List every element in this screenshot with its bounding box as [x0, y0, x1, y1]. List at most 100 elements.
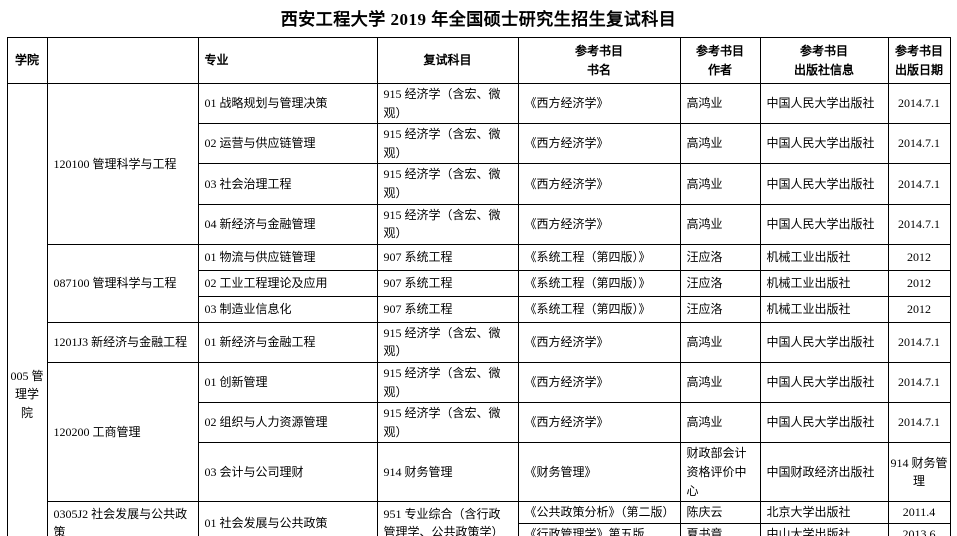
author-cell: 陈庆云 — [679, 501, 761, 524]
date-cell: 2012 — [887, 269, 951, 297]
date-cell: 2014.7.1 — [887, 321, 951, 363]
publisher-cell: 中国人民大学出版社 — [759, 361, 889, 404]
book-cell: 《系统工程（第四版）》 — [517, 243, 681, 271]
table-row: 02 运营与供应链管理 915 经济学（含宏、微观） 《西方经济学》 高鸿业 中国人民大… — [7, 123, 951, 165]
header-major: 专业 — [197, 37, 378, 84]
date-cell: 2014.7.1 — [887, 82, 951, 125]
exam-cell: 915 经济学（含宏、微观） — [376, 163, 519, 205]
author-cell: 夏书章 — [679, 522, 761, 536]
major-cell: 01 社会发展与公共政策 — [197, 501, 378, 536]
major-cell: 01 物流与供应链管理 — [197, 243, 378, 271]
book-cell: 《西方经济学》 — [517, 82, 681, 125]
date-cell: 2011.4 — [887, 501, 951, 524]
table-header: 学院 专业 复试科目 参考书目 书名 参考书目 作者 参考书目 出版社信息 参考书目 出版日期 — [6, 37, 951, 84]
group-cell: 0305J2 社会发展与公共政策 — [46, 501, 199, 536]
subjects-table: 学院 专业 复试科目 参考书目 书名 参考书目 作者 参考书目 出版社信息 参考书目 出版日期 00… — [6, 37, 951, 536]
date-cell: 2014.7.1 — [887, 163, 951, 205]
publisher-cell: 中国人民大学出版社 — [759, 163, 889, 205]
major-cell: 02 运营与供应链管理 — [197, 123, 378, 165]
book-cell: 《财务管理》 — [517, 442, 681, 503]
author-cell: 汪应洛 — [679, 243, 761, 271]
table-row: 03 制造业信息化 907 系统工程 《系统工程（第四版）》 汪应洛 机械工业出版社 20… — [7, 295, 951, 323]
date-cell: 2012 — [887, 243, 951, 271]
table-row: 03 社会治理工程 915 经济学（含宏、微观） 《西方经济学》 高鸿业 中国人民大学出… — [7, 163, 951, 205]
date-cell: 2014.7.1 — [887, 203, 951, 245]
author-cell: 汪应洛 — [679, 295, 761, 323]
major-cell: 03 会计与公司理财 — [197, 442, 378, 503]
header-group — [46, 37, 199, 84]
college-cell: 005 管理学院 — [6, 82, 48, 536]
book-cell: 《西方经济学》 — [517, 361, 681, 404]
author-cell: 高鸿业 — [679, 123, 761, 165]
book-cell: 《行政管理学》第五版 — [517, 522, 681, 536]
major-cell: 02 组织与人力资源管理 — [197, 402, 378, 444]
exam-cell: 951 专业综合（含行政管理学、公共政策学） — [376, 501, 519, 536]
publisher-cell: 中国人民大学出版社 — [759, 123, 889, 165]
author-cell: 高鸿业 — [679, 203, 761, 245]
publisher-cell: 机械工业出版社 — [759, 269, 889, 297]
group-cell: 120200 工商管理 — [46, 361, 199, 503]
header-publisher: 参考书目 出版社信息 — [759, 37, 889, 84]
table-body: 005 管理学院 120100 管理科学与工程 01 战略规划与管理决策 915 经济… — [6, 82, 951, 536]
publisher-cell: 机械工业出版社 — [759, 295, 889, 323]
publisher-cell: 中国人民大学出版社 — [759, 321, 889, 363]
table-row: 《行政管理学》第五版 夏书章 中山大学出版社 2013.6 — [7, 522, 951, 536]
date-cell: 2012 — [887, 295, 951, 323]
header-college: 学院 — [6, 37, 48, 84]
header-row: 学院 专业 复试科目 参考书目 书名 参考书目 作者 参考书目 出版社信息 参考书目 出版日期 — [6, 37, 951, 84]
author-cell: 财政部会计资格评价中心 — [679, 442, 761, 503]
major-cell: 04 新经济与金融管理 — [197, 203, 378, 245]
publisher-cell: 北京大学出版社 — [759, 501, 889, 524]
exam-cell: 915 经济学（含宏、微观） — [376, 402, 519, 444]
major-cell: 02 工业工程理论及应用 — [197, 269, 378, 297]
author-cell: 高鸿业 — [679, 402, 761, 444]
table-row: 005 管理学院 120100 管理科学与工程 01 战略规划与管理决策 915 经济… — [6, 82, 951, 536]
table-row: 03 会计与公司理财 914 财务管理 《财务管理》 财政部会计资格评价中心 中国财政经… — [7, 442, 951, 503]
publisher-cell: 机械工业出版社 — [759, 243, 889, 271]
exam-cell: 915 经济学（含宏、微观） — [376, 123, 519, 165]
exam-cell: 907 系统工程 — [376, 269, 519, 297]
header-author: 参考书目 作者 — [679, 37, 761, 84]
group-cell: 087100 管理科学与工程 — [46, 243, 199, 323]
date-cell: 2014.7.1 — [887, 361, 951, 404]
publisher-cell: 中国人民大学出版社 — [759, 203, 889, 245]
book-cell: 《西方经济学》 — [517, 123, 681, 165]
header-exam: 复试科目 — [376, 37, 519, 84]
major-cell: 01 战略规划与管理决策 — [197, 82, 378, 125]
major-cell: 03 社会治理工程 — [197, 163, 378, 205]
book-cell: 《系统工程（第四版）》 — [517, 269, 681, 297]
author-cell: 高鸿业 — [679, 321, 761, 363]
major-cell: 01 新经济与金融工程 — [197, 321, 378, 363]
date-cell: 2013.6 — [887, 522, 951, 536]
author-cell: 高鸿业 — [679, 82, 761, 125]
exam-cell: 915 经济学（含宏、微观） — [376, 361, 519, 404]
major-cell: 03 制造业信息化 — [197, 295, 378, 323]
author-cell: 高鸿业 — [679, 163, 761, 205]
table-row: 1201J3 新经济与金融工程 01 新经济与金融工程 915 经济学（含宏、微观）… — [7, 321, 951, 363]
exam-cell: 915 经济学（含宏、微观） — [376, 82, 519, 125]
book-cell: 《西方经济学》 — [517, 402, 681, 444]
table-row: 120200 工商管理 01 创新管理 915 经济学（含宏、微观） 《西方经济学》高… — [7, 361, 951, 503]
table-row: 02 组织与人力资源管理 915 经济学（含宏、微观） 《西方经济学》 高鸿业 中国人民… — [7, 402, 951, 444]
book-cell: 《西方经济学》 — [517, 163, 681, 205]
publisher-cell: 中国人民大学出版社 — [759, 82, 889, 125]
book-cell: 《公共政策分析》（第二版） — [517, 501, 681, 524]
book-cell: 《西方经济学》 — [517, 203, 681, 245]
publisher-cell: 中国人民大学出版社 — [759, 402, 889, 444]
book-cell: 《系统工程（第四版）》 — [517, 295, 681, 323]
date-cell: 2014.7.1 — [887, 402, 951, 444]
exam-cell: 915 经济学（含宏、微观） — [376, 321, 519, 363]
exam-cell: 907 系统工程 — [376, 243, 519, 271]
date-cell: 914 财务管理 — [887, 442, 951, 503]
table-row: 04 新经济与金融管理 915 经济学（含宏、微观） 《西方经济学》 高鸿业 中国人民大… — [7, 203, 951, 245]
header-book: 参考书目 书名 — [517, 37, 681, 84]
header-date: 参考书目 出版日期 — [887, 37, 951, 84]
page-title: 西安工程大学 2019 年全国硕士研究生招生复试科目 — [280, 10, 677, 29]
exam-cell: 914 财务管理 — [376, 442, 519, 503]
exam-cell: 907 系统工程 — [376, 295, 519, 323]
exam-cell: 915 经济学（含宏、微观） — [376, 203, 519, 245]
group-cell: 120100 管理科学与工程 — [46, 83, 199, 245]
major-cell: 01 创新管理 — [197, 361, 378, 404]
table-row: 087100 管理科学与工程 01 物流与供应链管理 907 系统工程 《系统工程（第… — [7, 243, 951, 323]
